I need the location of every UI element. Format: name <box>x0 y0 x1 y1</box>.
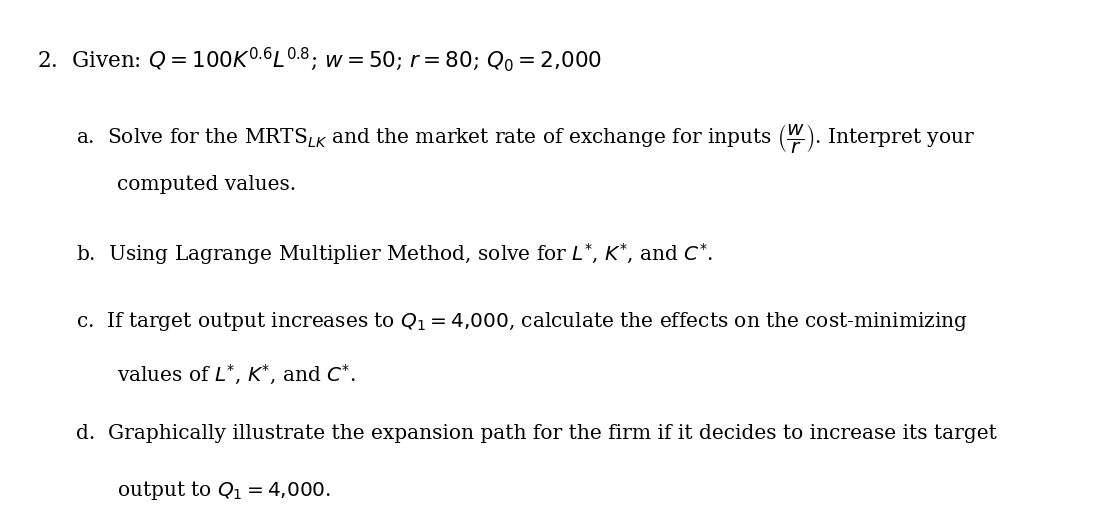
Text: d.  Graphically illustrate the expansion path for the firm if it decides to incr: d. Graphically illustrate the expansion … <box>76 424 997 443</box>
Text: a.  Solve for the MRTS$_{LK}$ and the market rate of exchange for inputs $\left(: a. Solve for the MRTS$_{LK}$ and the mar… <box>76 122 974 155</box>
Text: c.  If target output increases to $Q_1 = 4{,}000$, calculate the effects on the : c. If target output increases to $Q_1 = … <box>76 310 968 333</box>
Text: 2.  Given: $Q = 100K^{0.6}L^{0.8}$; $w = 50$; $r = 80$; $Q_0 = 2{,}000$: 2. Given: $Q = 100K^{0.6}L^{0.8}$; $w = … <box>37 46 602 74</box>
Text: b.  Using Lagrange Multiplier Method, solve for $L^{*}$, $K^{*}$, and $C^{*}$.: b. Using Lagrange Multiplier Method, sol… <box>76 241 713 267</box>
Text: computed values.: computed values. <box>117 175 297 194</box>
Text: output to $Q_1 = 4{,}000$.: output to $Q_1 = 4{,}000$. <box>117 479 331 501</box>
Text: values of $L^{*}$, $K^{*}$, and $C^{*}$.: values of $L^{*}$, $K^{*}$, and $C^{*}$. <box>117 363 356 387</box>
